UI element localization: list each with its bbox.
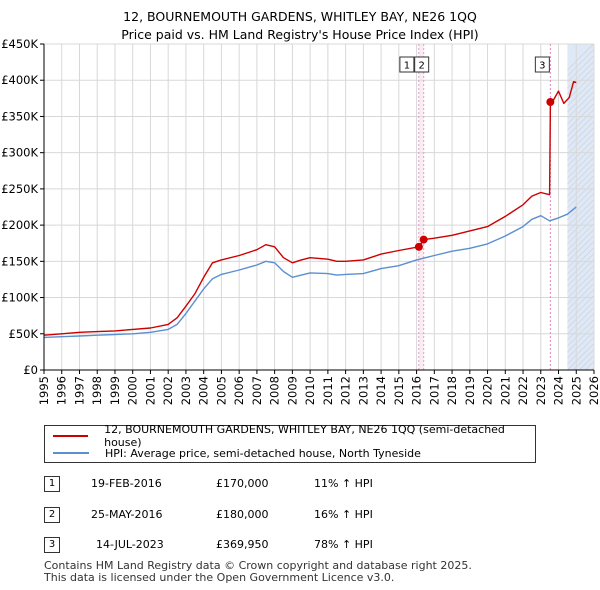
x-tick-label: 2004: [197, 376, 211, 405]
sale-point: [414, 242, 423, 251]
sale-label: 1: [404, 61, 410, 72]
x-tick-label: 2006: [232, 376, 246, 405]
chart-subtitle: Price paid vs. HM Land Registry's House …: [121, 27, 479, 42]
future-hatch: [567, 204, 594, 233]
legend: 12, BOURNEMOUTH GARDENS, WHITLEY BAY, NE…: [44, 423, 536, 463]
x-tick-label: 2009: [285, 376, 299, 405]
x-tick-label: 2002: [161, 376, 175, 405]
transaction-hpi-diff: 78% ↑ HPI: [314, 538, 373, 551]
x-tick-label: 2024: [552, 376, 566, 405]
transaction-price: £369,950: [216, 538, 269, 551]
transaction-number: 2: [44, 507, 60, 523]
transaction-row: 3 14-JUL-2023 £369,950 78% ↑ HPI: [44, 537, 564, 555]
transaction-number: 1: [44, 476, 60, 492]
x-tick-label: 2010: [303, 376, 317, 405]
property-price-line: [43, 80, 577, 336]
sale-label-box: [399, 56, 415, 73]
x-tick-label: 2005: [214, 376, 228, 405]
y-tick-label: £150K: [1, 254, 38, 268]
future-hatch: [567, 84, 594, 113]
x-tick-label: 2000: [126, 376, 140, 405]
future-hatch: [567, 186, 594, 215]
y-tick-label: £350K: [1, 109, 38, 123]
y-tick-label: £50K: [9, 327, 39, 341]
x-tick-label: 2014: [374, 376, 388, 405]
y-tick-label: £200K: [1, 218, 38, 232]
x-tick-label: 2026: [587, 376, 600, 405]
future-hatch: [567, 306, 594, 335]
y-tick-label: £100K: [1, 291, 38, 305]
x-tick-label: 2008: [268, 376, 282, 405]
chart-title: 12, BOURNEMOUTH GARDENS, WHITLEY BAY, NE…: [123, 9, 477, 24]
transaction-price: £170,000: [216, 477, 269, 490]
future-hatch: [567, 192, 594, 221]
footer-licence: This data is licensed under the Open Gov…: [44, 571, 395, 584]
x-tick-label: 2013: [356, 376, 370, 405]
sale-label: 3: [539, 61, 545, 72]
future-hatch: [567, 78, 594, 107]
price-chart: 1 2 3 £0 £50K £100K £150K £200K £250K £300K £350K £…: [1, 37, 600, 405]
x-tick-label: 1996: [55, 376, 69, 405]
sale-label: 2: [418, 61, 424, 72]
legend-item-hpi: HPI: Average price, semi-detached house,…: [53, 445, 421, 461]
x-tick-label: 1997: [72, 376, 86, 405]
x-tick-label: 2017: [427, 376, 441, 405]
transaction-date: 25-MAY-2016: [91, 508, 163, 521]
transaction-date: 14-JUL-2023: [96, 538, 164, 551]
sale-point: [419, 235, 428, 244]
x-tick-label: 1998: [90, 376, 104, 405]
future-hatch: [567, 180, 594, 209]
sale-point: [546, 97, 555, 106]
footer-copyright: Contains HM Land Registry data © Crown c…: [44, 559, 472, 572]
x-tick-label: 1995: [37, 376, 51, 405]
x-tick-label: 2018: [445, 376, 459, 405]
x-tick-label: 2023: [534, 376, 548, 405]
transaction-price: £180,000: [216, 508, 269, 521]
x-tick-label: 2021: [498, 376, 512, 405]
x-tick-label: 2016: [410, 376, 424, 405]
x-tick-label: 2022: [516, 376, 530, 405]
legend-swatch-hpi: [53, 452, 89, 454]
x-tick-label: 2020: [481, 376, 495, 405]
sale-band: [418, 44, 424, 370]
x-tick-label: 1999: [108, 376, 122, 405]
hpi-line: [43, 206, 577, 339]
x-tick-label: 2011: [321, 376, 335, 405]
y-tick-label: £400K: [1, 73, 38, 87]
future-hatch: [567, 300, 594, 329]
future-hatch: [567, 198, 594, 227]
y-tick-label: £0: [23, 363, 38, 377]
x-tick-label: 2019: [463, 376, 477, 405]
x-tick-label: 2025: [569, 376, 583, 405]
sale-label-box: [414, 56, 430, 73]
future-hatch: [567, 96, 594, 125]
x-tick-label: 2007: [250, 376, 264, 405]
transaction-date: 19-FEB-2016: [91, 477, 162, 490]
transaction-row: 2 25-MAY-2016 £180,000 16% ↑ HPI: [44, 507, 564, 525]
future-hatch: [567, 312, 594, 341]
y-tick-label: £300K: [1, 146, 38, 160]
future-hatch: [567, 90, 594, 119]
legend-swatch-property: [53, 435, 89, 437]
transaction-number: 3: [44, 537, 60, 553]
future-hatch: [567, 294, 594, 323]
future-hatch: [567, 288, 594, 317]
sale-label-box: [534, 56, 550, 73]
legend-label-property: 12, BOURNEMOUTH GARDENS, WHITLEY BAY, NE…: [104, 423, 505, 449]
legend-label-hpi: HPI: Average price, semi-detached house,…: [105, 446, 421, 460]
transaction-hpi-diff: 16% ↑ HPI: [314, 508, 373, 521]
x-tick-label: 2003: [179, 376, 193, 405]
y-tick-label: £450K: [1, 37, 38, 51]
y-tick-label: £250K: [1, 182, 38, 196]
x-tick-label: 2001: [143, 376, 157, 405]
x-tick-label: 2012: [339, 376, 353, 405]
plot-area: [44, 44, 594, 370]
x-tick-label: 2015: [392, 376, 406, 405]
legend-item-property: 12, BOURNEMOUTH GARDENS, WHITLEY BAY, NE…: [53, 423, 535, 449]
transaction-hpi-diff: 11% ↑ HPI: [314, 477, 373, 490]
transaction-row: 1 19-FEB-2016 £170,000 11% ↑ HPI: [44, 476, 564, 494]
